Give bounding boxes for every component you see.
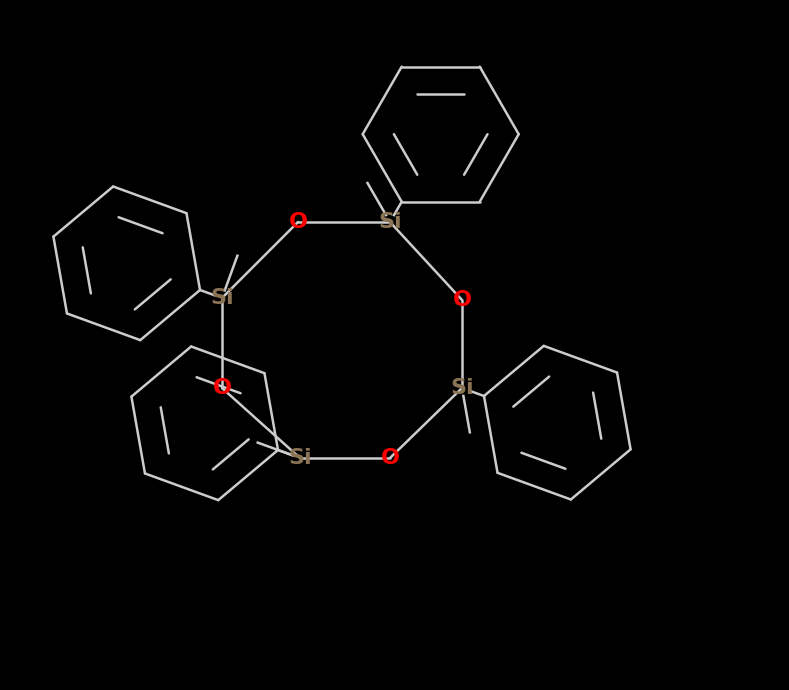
Text: O: O bbox=[289, 212, 308, 232]
Text: Si: Si bbox=[378, 212, 402, 232]
Text: Si: Si bbox=[451, 378, 474, 398]
Text: Si: Si bbox=[288, 448, 312, 468]
Text: O: O bbox=[380, 448, 399, 468]
Text: Si: Si bbox=[210, 288, 234, 308]
Text: O: O bbox=[453, 290, 472, 310]
Text: O: O bbox=[212, 378, 231, 398]
